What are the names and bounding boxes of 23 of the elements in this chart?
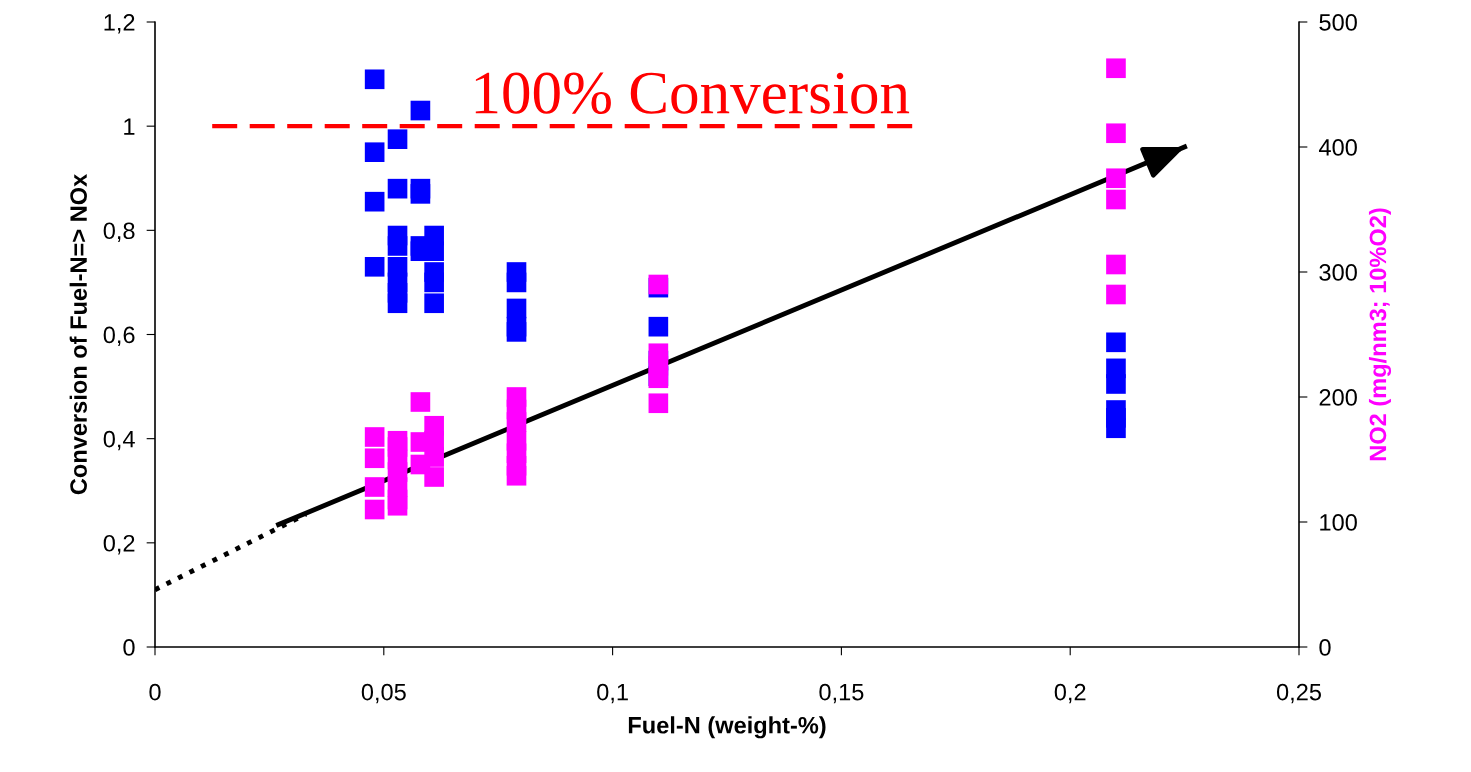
y-tick-label: 0,6 <box>103 326 135 347</box>
x-axis-title: Fuel-N (weight-%) <box>628 716 826 739</box>
y2-tick-label: 500 <box>1319 14 1357 31</box>
y2-tick-label: 300 <box>1319 264 1357 281</box>
x-tick-label: 0 <box>149 683 161 701</box>
x-tick-label: 0,25 <box>1276 683 1321 704</box>
x-tick-label: 0,05 <box>361 683 406 704</box>
y-tick-label: 1,2 <box>104 14 135 34</box>
y2-tick-label: 0 <box>1319 639 1331 656</box>
y2-tick-label: 200 <box>1319 389 1357 406</box>
y2-axis-title: NO2 (mg/nm3; 10%O2) <box>1368 208 1392 461</box>
x-tick-label: 0,15 <box>819 683 864 704</box>
y-tick-label: 0,8 <box>103 222 135 242</box>
x-tick-label: 0,1 <box>597 683 628 704</box>
y-tick-label: 0,2 <box>103 534 135 555</box>
y-tick-label: 1 <box>124 118 135 135</box>
y-tick-label: 0,4 <box>103 430 135 451</box>
y-tick-label: 0 <box>123 639 135 656</box>
x-tick-label: 0,2 <box>1054 683 1086 704</box>
ref-line-label: 100% Conversion <box>475 72 910 114</box>
y2-tick-label: 400 <box>1318 139 1357 156</box>
y-axis-title: Conversion of Fuel-N=> NOx <box>69 173 87 495</box>
y2-tick-label: 100 <box>1320 514 1357 531</box>
